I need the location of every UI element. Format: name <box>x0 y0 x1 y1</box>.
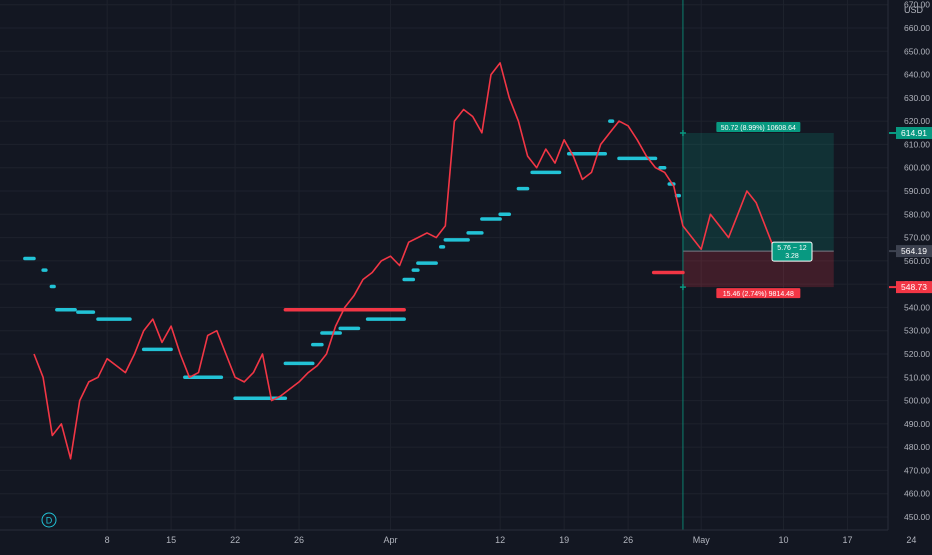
y-tick-label: 660.00 <box>904 23 930 33</box>
y-tick-label: 570.00 <box>904 233 930 243</box>
y-tick-label: 540.00 <box>904 302 930 312</box>
price-tag-arrow <box>889 131 896 134</box>
y-tick-label: 640.00 <box>904 70 930 80</box>
price-tag-arrow <box>889 286 896 289</box>
y-tick-label: 530.00 <box>904 326 930 336</box>
x-tick-label: May <box>693 535 711 545</box>
y-tick-label: 630.00 <box>904 93 930 103</box>
y-tick-label: 450.00 <box>904 512 930 522</box>
price-tag-label: 564.19 <box>901 246 927 256</box>
price-line <box>33 62 793 460</box>
y-tick-label: 580.00 <box>904 209 930 219</box>
risk-reward-line2: 3.28 <box>785 253 799 260</box>
session-badge[interactable]: D <box>41 512 57 528</box>
x-tick-label: 26 <box>294 535 304 545</box>
risk-reward-line1: 5.76 ~ 12 <box>777 245 806 252</box>
x-tick-label: 19 <box>559 535 569 545</box>
session-badge-label: D <box>46 516 53 526</box>
y-tick-label: 650.00 <box>904 46 930 56</box>
y-tick-label: 560.00 <box>904 256 930 266</box>
price-series <box>33 62 793 460</box>
position-overlays[interactable]: 50.72 (8.99%) 10608.64 15.46 (2.74%) 9814… <box>679 121 813 299</box>
y-tick-label: 600.00 <box>904 163 930 173</box>
y-tick-label: 670.00 <box>904 0 930 10</box>
y-tick-label: 520.00 <box>904 349 930 359</box>
currency-label: USD <box>904 5 924 15</box>
time-axis[interactable]: 8152226Apr121926May10172431 <box>0 529 932 545</box>
x-tick-label: 12 <box>495 535 505 545</box>
y-tick-label: 590.00 <box>904 186 930 196</box>
stop-label-box <box>716 288 801 299</box>
price-axis-background <box>888 0 932 530</box>
stop-label: 15.46 (2.74%) 9814.48 <box>723 291 794 298</box>
price-tag-label: 548.73 <box>901 282 927 292</box>
x-tick-label: 8 <box>105 535 110 545</box>
x-tick-label: 22 <box>230 535 240 545</box>
x-tick-label: 15 <box>166 535 176 545</box>
y-tick-label: 500.00 <box>904 396 930 406</box>
x-tick-label: 24 <box>906 535 916 545</box>
x-tick-label: 26 <box>623 535 633 545</box>
y-tick-label: 480.00 <box>904 442 930 452</box>
target-label-box <box>716 121 801 132</box>
x-tick-label: 17 <box>842 535 852 545</box>
price-tag-label: 614.91 <box>901 128 927 138</box>
x-tick-label: Apr <box>383 535 397 545</box>
y-tick-label: 510.00 <box>904 372 930 382</box>
y-tick-label: 470.00 <box>904 465 930 475</box>
price-axis[interactable]: USD 450.00 460.00 470.00 480.00 490.00 500.00… <box>887 0 932 530</box>
risk-reward-box[interactable] <box>771 241 813 262</box>
y-tick-label: 460.00 <box>904 489 930 499</box>
price-tag-box <box>896 281 932 294</box>
profit-zone <box>682 132 834 252</box>
price-tag-box <box>896 245 932 258</box>
y-tick-label: 620.00 <box>904 116 930 126</box>
position-zones <box>682 0 834 530</box>
y-tick-label: 490.00 <box>904 419 930 429</box>
target-label: 50.72 (8.99%) 10608.64 <box>721 125 796 132</box>
x-tick-label: 10 <box>778 535 788 545</box>
y-tick-label: 610.00 <box>904 139 930 149</box>
price-tag-box <box>896 126 932 139</box>
price-tag-arrow <box>889 250 896 253</box>
